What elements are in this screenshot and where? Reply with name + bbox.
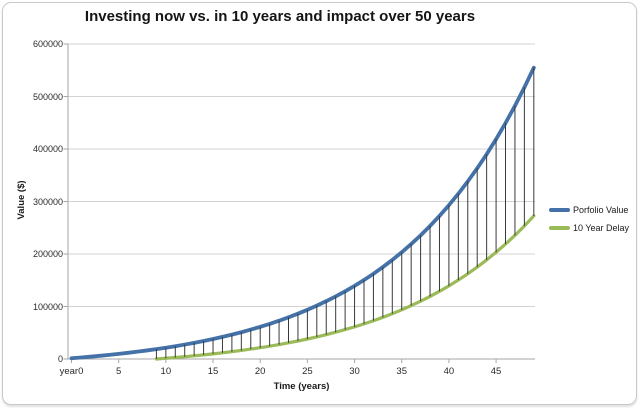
legend: Porfolio Value 10 Year Delay [549, 201, 629, 237]
x-tick-label: 35 [396, 366, 407, 377]
y-tick-label: 300000 [32, 196, 63, 207]
legend-label-10-year-delay: 10 Year Delay [573, 223, 630, 233]
x-tick-label: 30 [349, 366, 360, 377]
x-tick-label: 5 [116, 366, 122, 377]
portfolio-value-line [69, 65, 536, 361]
x-tick-label: 20 [254, 366, 266, 377]
x-tick-label: year0 [59, 366, 84, 377]
y-tick-label: 600000 [32, 39, 63, 49]
y-tick-label: 200000 [32, 249, 63, 259]
portfolio-value-line-swatch [549, 208, 570, 212]
y-tick-label: 100000 [32, 301, 63, 312]
legend-item-portfolio-value: Porfolio Value [549, 201, 629, 219]
x-tick-label: 10 [160, 366, 172, 377]
x-tick-label: 15 [207, 366, 219, 377]
legend-item-10-year-delay: 10 Year Delay [549, 219, 629, 237]
chart-title: Investing now vs. in 10 years and impact… [84, 8, 476, 25]
x-tick-label: 25 [302, 366, 313, 377]
x-axis-title: Time (years) [273, 381, 330, 392]
x-tick-label: 45 [490, 366, 502, 377]
ten-year-delay-line-swatch [549, 226, 570, 230]
y-tick-label: 0 [57, 354, 63, 364]
x-tick-label: 40 [443, 366, 455, 377]
legend-label-portfolio-value: Porfolio Value [573, 205, 629, 215]
y-tick-label: 400000 [32, 144, 63, 154]
y-tick-label: 500000 [32, 91, 63, 102]
